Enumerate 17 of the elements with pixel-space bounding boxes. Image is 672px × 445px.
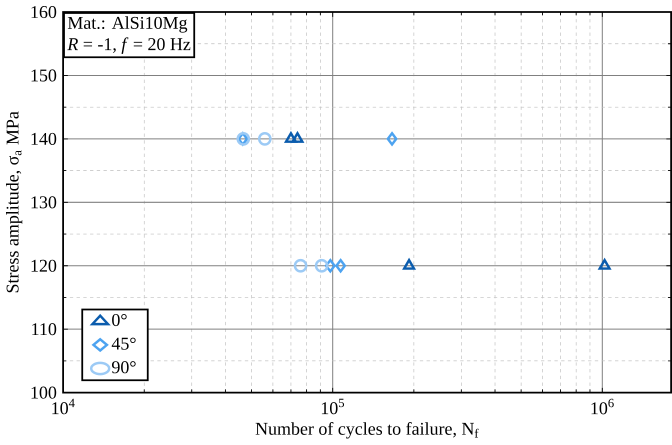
y-tick-label: 110 xyxy=(32,323,56,336)
x-tick-label: 10$^{5}$ xyxy=(322,399,344,414)
y-tick-label: 150 xyxy=(32,70,56,82)
y-tick-label: 120 xyxy=(32,260,56,272)
y-axis-title: Stress amplitude, σ$_{a}$ MPa xyxy=(6,112,22,293)
x-tick-label: 10$^{6}$ xyxy=(591,399,614,415)
legend-label: 45° xyxy=(112,338,136,350)
y-tick-label: 100 xyxy=(32,386,56,399)
x-axis-title: Number of cycles to failure, N$_{f}$ xyxy=(256,422,479,439)
y-tick-label: 160 xyxy=(32,6,56,18)
x-tick-label: 10$^{4}$ xyxy=(52,399,75,415)
y-tick-label: 130 xyxy=(32,196,56,209)
y-tick-label: 140 xyxy=(32,133,56,146)
annotation: Mat.: AlSi10Mg xyxy=(68,16,188,33)
legend-label: 0° xyxy=(112,314,127,326)
annotation: R = -1, f = 20 Hz xyxy=(67,38,190,54)
legend-label: 90° xyxy=(112,361,136,374)
